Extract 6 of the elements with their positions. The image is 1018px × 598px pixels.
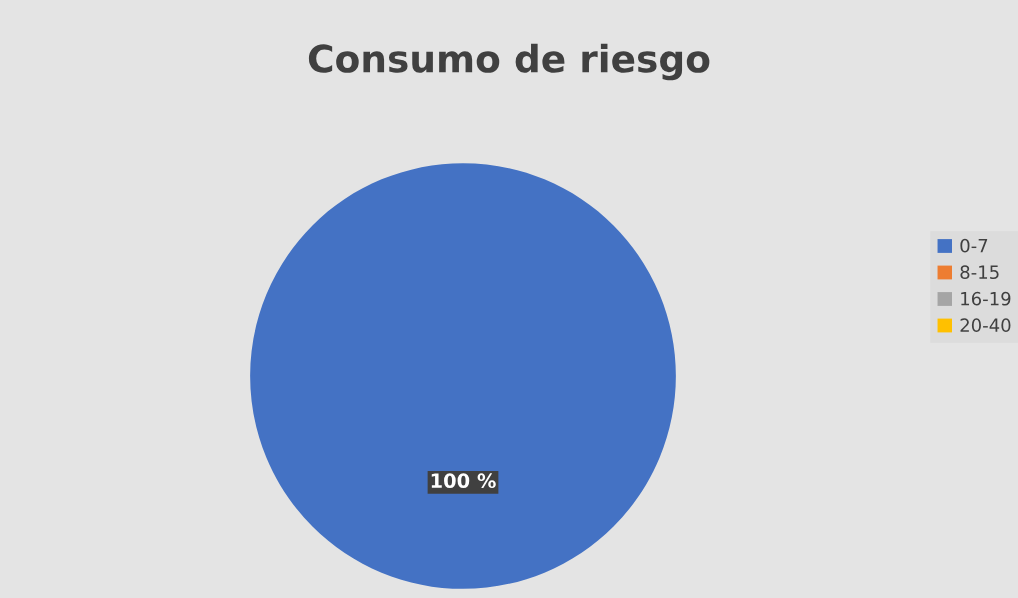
legend-label: 16-19 [961,291,1011,306]
legend-label: 0-7 [960,238,988,253]
legend-label: 20-40 [960,318,1011,333]
data-label: 100 % [431,473,496,489]
legend-label: 8-15 [960,265,999,280]
chart-title: Consumo de riesgo [308,43,710,81]
